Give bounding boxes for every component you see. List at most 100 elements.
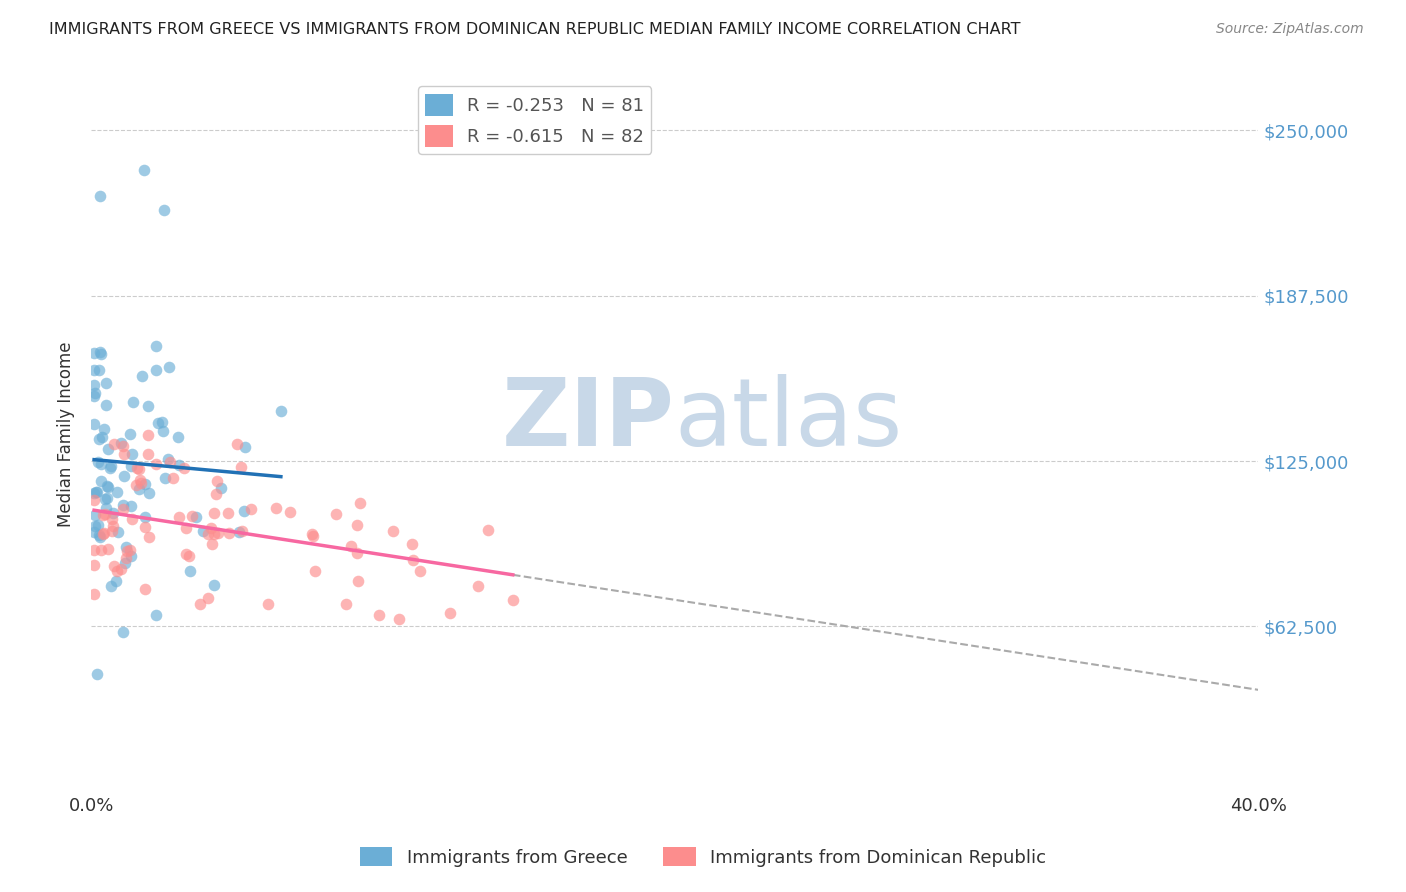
Point [325, 507, 347, 521]
Point [112, 469, 135, 483]
Point [134, 582, 156, 597]
Point [346, 546, 368, 560]
Point [115, 551, 138, 566]
Point [114, 556, 136, 570]
Point [157, 360, 180, 375]
Point [346, 518, 368, 533]
Point [111, 439, 134, 453]
Point [83, 558, 105, 573]
Point [467, 579, 489, 593]
Point [402, 553, 425, 567]
Point [83, 524, 105, 539]
Point [167, 458, 190, 473]
Point [86, 666, 108, 681]
Point [409, 565, 432, 579]
Point [136, 427, 159, 442]
Point [128, 474, 150, 488]
Point [100, 460, 122, 475]
Point [162, 471, 184, 485]
Point [128, 462, 150, 476]
Point [89, 189, 111, 203]
Point [110, 562, 132, 576]
Point [477, 523, 499, 537]
Point [94, 398, 117, 412]
Point [120, 549, 142, 563]
Point [104, 574, 127, 589]
Point [105, 485, 128, 500]
Point [129, 476, 152, 491]
Point [121, 511, 143, 525]
Point [138, 486, 160, 500]
Point [112, 502, 135, 516]
Point [270, 404, 292, 418]
Point [96, 491, 118, 505]
Point [167, 430, 190, 444]
Point [83, 542, 105, 557]
Legend: Immigrants from Greece, Immigrants from Dominican Republic: Immigrants from Greece, Immigrants from … [353, 840, 1053, 874]
Point [83, 385, 105, 400]
Point [136, 447, 159, 461]
Point [347, 574, 370, 589]
Text: Source: ZipAtlas.com: Source: ZipAtlas.com [1216, 22, 1364, 37]
Point [115, 543, 138, 558]
Point [349, 496, 371, 510]
Point [388, 611, 411, 625]
Point [87, 517, 110, 532]
Point [121, 447, 143, 461]
Point [112, 447, 135, 461]
Point [202, 578, 225, 592]
Point [93, 422, 115, 436]
Point [100, 512, 122, 526]
Point [188, 597, 211, 611]
Point [120, 500, 142, 514]
Point [89, 432, 111, 446]
Point [100, 524, 122, 538]
Point [229, 459, 252, 474]
Point [96, 501, 118, 516]
Point [96, 376, 118, 390]
Point [228, 525, 250, 540]
Point [124, 478, 146, 492]
Point [302, 529, 325, 543]
Point [218, 525, 240, 540]
Point [90, 346, 112, 360]
Point [202, 527, 225, 541]
Point [225, 437, 247, 451]
Point [87, 363, 110, 377]
Point [439, 606, 461, 620]
Point [205, 474, 228, 488]
Point [159, 455, 181, 469]
Point [83, 377, 105, 392]
Point [83, 389, 105, 403]
Point [83, 363, 105, 377]
Point [202, 506, 225, 520]
Point [90, 542, 112, 557]
Point [120, 458, 142, 473]
Point [335, 597, 357, 611]
Point [83, 493, 105, 508]
Point [110, 436, 132, 450]
Point [121, 395, 143, 409]
Point [217, 506, 239, 520]
Text: ZIP: ZIP [502, 375, 675, 467]
Text: atlas: atlas [675, 375, 903, 467]
Point [89, 345, 111, 359]
Point [180, 509, 202, 524]
Point [134, 510, 156, 524]
Point [401, 536, 423, 550]
Point [87, 527, 110, 541]
Point [145, 457, 167, 471]
Point [240, 501, 263, 516]
Point [103, 559, 125, 574]
Point [233, 504, 256, 518]
Point [83, 346, 105, 360]
Point [90, 457, 112, 471]
Point [120, 426, 142, 441]
Point [153, 202, 176, 217]
Text: IMMIGRANTS FROM GREECE VS IMMIGRANTS FROM DOMINICAN REPUBLIC MEDIAN FAMILY INCOM: IMMIGRANTS FROM GREECE VS IMMIGRANTS FRO… [49, 22, 1021, 37]
Point [103, 436, 125, 450]
Point [367, 607, 389, 622]
Point [128, 483, 150, 497]
Point [96, 479, 118, 493]
Point [200, 521, 222, 535]
